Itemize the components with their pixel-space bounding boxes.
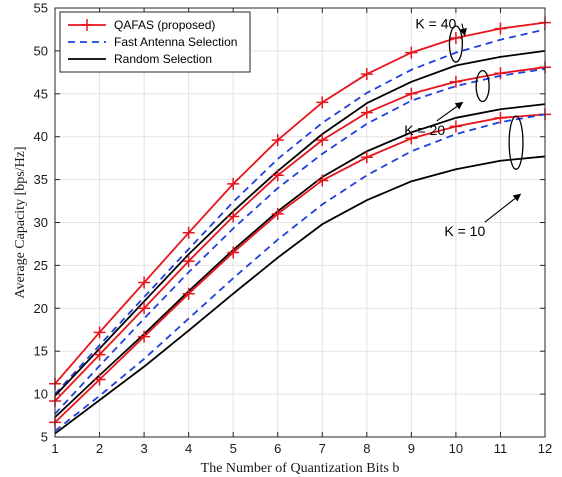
y-tick-label: 15	[34, 344, 48, 359]
series-line-qafas-k40	[54, 21, 546, 385]
x-tick-label: 6	[274, 441, 281, 456]
x-tick-label: 4	[185, 441, 192, 456]
y-tick-label: 10	[34, 387, 48, 402]
data-point-marker	[182, 255, 195, 268]
data-point-marker	[93, 326, 106, 339]
y-tick-label: 55	[34, 1, 48, 16]
series-line-fast-k10	[54, 113, 546, 432]
data-point-marker	[182, 226, 195, 239]
x-axis-title: The Number of Quantization Bits b	[201, 461, 400, 476]
x-tick-label: 11	[494, 441, 508, 456]
annotation-arrow	[484, 193, 522, 223]
y-tick-label: 5	[41, 430, 48, 445]
data-point-marker	[93, 373, 106, 386]
legend: QAFAS (proposed) Fast Antenna Selection Ra…	[59, 11, 251, 73]
legend-label: Fast Antenna Selection	[114, 35, 237, 49]
series-line-fast-k40	[54, 28, 546, 395]
series-group	[49, 16, 551, 435]
data-point-marker	[494, 111, 507, 124]
series-line-fast-k20	[54, 68, 546, 415]
x-tick-label: 8	[363, 441, 370, 456]
series-line-qafas-k20	[54, 66, 546, 402]
series-line-random-k20	[54, 103, 546, 418]
x-tick-label: 12	[538, 441, 552, 456]
annotation-label: K = 20	[404, 122, 445, 138]
data-point-marker	[138, 302, 151, 315]
data-point-marker	[360, 68, 373, 81]
annotation-ellipse	[448, 25, 464, 63]
data-point-marker	[360, 151, 373, 164]
data-point-marker	[138, 276, 151, 289]
data-point-marker	[494, 22, 507, 35]
annotation-label: K = 10	[444, 223, 485, 239]
data-point-marker	[138, 330, 151, 343]
series-line-qafas-k10	[54, 113, 546, 424]
data-point-marker	[449, 120, 462, 133]
x-tick-label: 5	[230, 441, 237, 456]
data-point-marker	[93, 348, 106, 361]
annotations: K = 40 K = 20 K = 10	[404, 16, 524, 239]
annotation-arrow	[459, 23, 467, 37]
x-tick-label: 1	[51, 441, 58, 456]
annotation-label: K = 40	[415, 16, 456, 32]
annotation-ellipse	[508, 115, 524, 170]
data-point-marker	[316, 96, 329, 109]
series-line-random-k40	[54, 50, 546, 397]
data-point-marker	[316, 134, 329, 147]
y-tick-label: 40	[34, 129, 48, 144]
series-line-random-k10	[54, 155, 546, 435]
x-tick-label: 9	[408, 441, 415, 456]
legend-box	[59, 11, 251, 73]
data-point-marker	[316, 174, 329, 187]
data-point-marker	[405, 46, 418, 59]
data-point-marker	[271, 207, 284, 220]
data-point-marker	[271, 134, 284, 147]
data-point-marker	[227, 246, 240, 259]
x-tick-label: 2	[96, 441, 103, 456]
legend-swatch-marker	[81, 19, 93, 31]
data-point-marker	[405, 132, 418, 145]
y-tick-label: 25	[34, 258, 48, 273]
y-axis-title: Average Capacity [bps/Hz]	[13, 146, 28, 298]
annotation-arrow	[436, 101, 464, 122]
x-tick-label: 3	[140, 441, 147, 456]
y-tick-label: 20	[34, 301, 48, 316]
data-point-marker	[360, 106, 373, 119]
data-point-marker	[449, 75, 462, 88]
data-point-marker	[405, 87, 418, 100]
y-tick-label: 30	[34, 215, 48, 230]
data-point-marker	[227, 210, 240, 223]
data-point-marker	[182, 287, 195, 300]
y-tick-label: 45	[34, 86, 48, 101]
y-tick-label: 35	[34, 172, 48, 187]
x-tick-label: 10	[449, 441, 463, 456]
data-point-marker	[494, 67, 507, 80]
x-tick-label: 7	[319, 441, 326, 456]
legend-label: Random Selection	[114, 52, 212, 66]
y-tick-label: 50	[34, 43, 48, 58]
data-point-marker	[449, 32, 462, 45]
data-point-marker	[271, 169, 284, 182]
annotation-ellipse	[475, 69, 490, 103]
legend-label: QAFAS (proposed)	[114, 18, 215, 32]
data-point-marker	[227, 177, 240, 190]
